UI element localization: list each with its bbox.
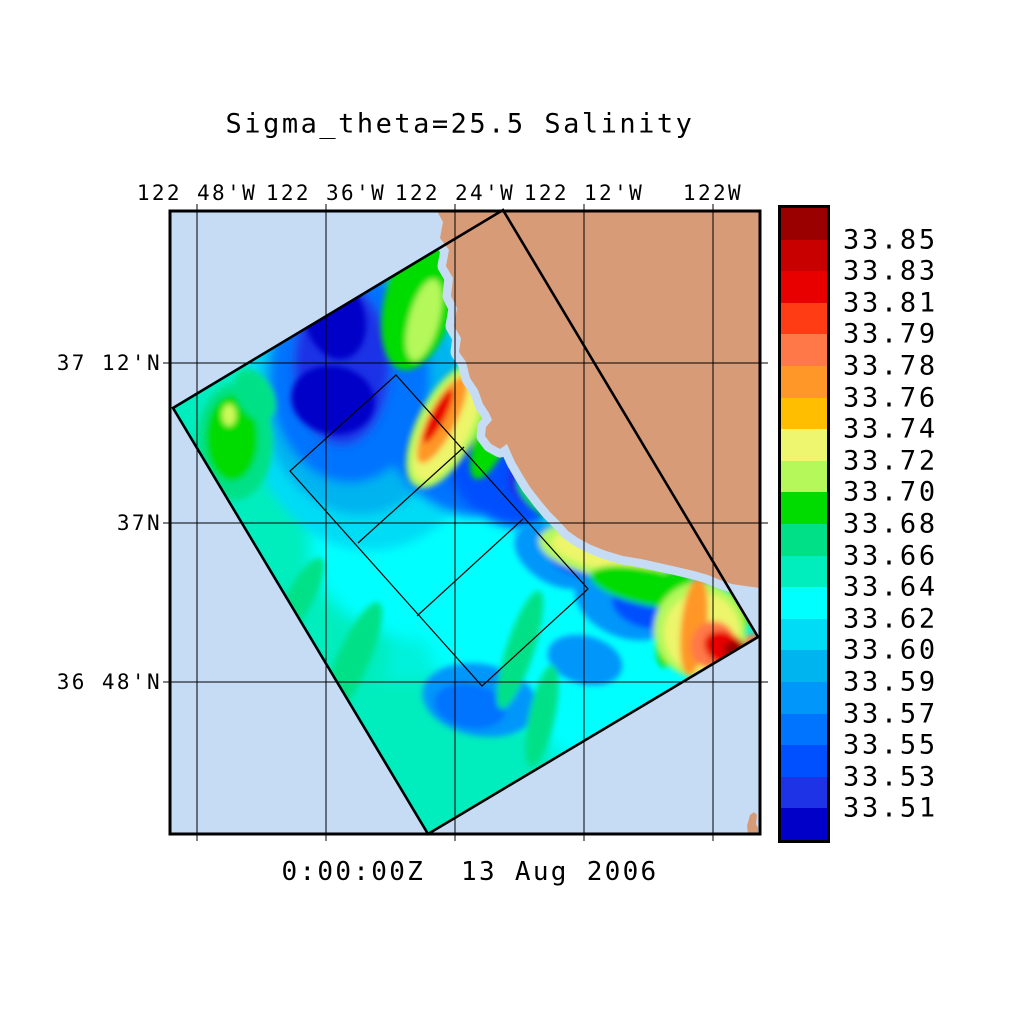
colorbar-band-2 <box>781 271 827 303</box>
colorbar-label-12: 33.62 <box>843 603 938 635</box>
colorbar-band-9 <box>781 492 827 524</box>
land-point-pinos <box>747 812 758 834</box>
top-tick-label-3: 122 12'W <box>523 181 645 205</box>
survey-boxes <box>289 374 589 687</box>
plot-title: Sigma_theta=25.5 Salinity <box>225 108 695 140</box>
colorbar-band-3 <box>781 302 827 335</box>
colorbar-band-19 <box>781 808 827 840</box>
colorbar-band-12 <box>781 587 827 619</box>
colorbar-label-2: 33.81 <box>843 287 938 319</box>
colorbar-band-13 <box>781 618 827 651</box>
colorbar-label-7: 33.72 <box>843 445 938 477</box>
colorbar-label-6: 33.74 <box>843 413 938 445</box>
land <box>437 211 760 588</box>
left-tick-label-1: 37N <box>116 511 162 535</box>
colorbar-label-16: 33.55 <box>843 729 938 761</box>
colorbar-label-10: 33.66 <box>843 540 938 572</box>
colorbar-band-6 <box>781 397 827 430</box>
colorbar-band-5 <box>781 365 827 398</box>
left-tick-label-0: 37 12'N <box>56 351 162 375</box>
colorbar-label-3: 33.79 <box>843 318 938 350</box>
colorbar-label-0: 33.85 <box>843 224 938 256</box>
left-tick-label-2: 36 48'N <box>56 670 162 694</box>
colorbar-band-10 <box>781 523 827 556</box>
colorbar-label-11: 33.64 <box>843 571 938 603</box>
colorbar-band-14 <box>781 650 827 682</box>
colorbar-band-17 <box>781 745 827 777</box>
colorbar-band-0 <box>781 208 827 240</box>
colorbar-label-9: 33.68 <box>843 508 938 540</box>
colorbar <box>778 205 830 843</box>
colorbar-label-4: 33.78 <box>843 350 938 382</box>
map-frame <box>168 209 762 836</box>
top-tick-label-2: 122 24'W <box>394 181 516 205</box>
timestamp-label: 0:00:00Z 13 Aug 2006 <box>281 857 659 887</box>
colorbar-band-15 <box>781 681 827 714</box>
colorbar-label-17: 33.53 <box>843 761 938 793</box>
colorbar-band-18 <box>781 776 827 809</box>
colorbar-band-7 <box>781 429 827 461</box>
top-tick-label-1: 122 36'W <box>265 181 387 205</box>
graticule <box>163 204 768 841</box>
colorbar-label-5: 33.76 <box>843 382 938 414</box>
colorbar-label-13: 33.60 <box>843 634 938 666</box>
colorbar-label-8: 33.70 <box>843 476 938 508</box>
colorbar-label-1: 33.83 <box>843 255 938 287</box>
colorbar-band-4 <box>781 334 827 366</box>
top-tick-label-4: 122W <box>682 181 744 205</box>
colorbar-label-15: 33.57 <box>843 698 938 730</box>
colorbar-label-14: 33.59 <box>843 666 938 698</box>
cove-island <box>490 438 496 444</box>
colorbar-band-8 <box>781 460 827 493</box>
colorbar-band-1 <box>781 239 827 272</box>
colorbar-band-11 <box>781 555 827 588</box>
top-tick-label-0: 122 48'W <box>136 181 258 205</box>
colorbar-label-18: 33.51 <box>843 792 938 824</box>
colorbar-band-16 <box>781 713 827 746</box>
